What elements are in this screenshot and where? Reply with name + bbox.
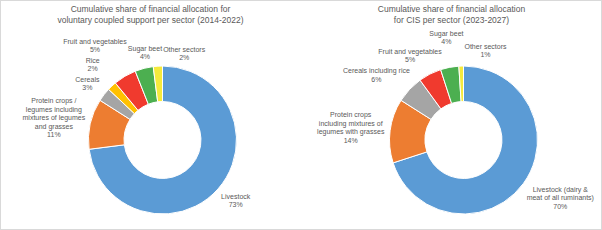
label-line: Cereals including rice (343, 67, 410, 75)
slice-label: Livestock (221, 193, 251, 200)
label-line: Livestock (221, 193, 251, 200)
chart-panel: Cumulative share of financial allocation… (23, 4, 251, 214)
title-line: voluntary coupled support per sector (20… (57, 15, 243, 25)
slice-value-label: 2% (88, 65, 98, 72)
data-labels: Livestock73% Protein crops /legumes inclu… (23, 38, 251, 208)
slice (89, 66, 236, 214)
data-labels: Livestock (dairy &meat of all ruminants)… (317, 30, 594, 210)
label-line: Other sectors (163, 46, 206, 53)
label-line: legumes including (26, 106, 82, 114)
label-line: Rice (86, 57, 100, 64)
chart-canvas: Cumulative share of financial allocation… (0, 0, 602, 230)
slice-value-label: 14% (344, 137, 358, 144)
slice-value-label: 5% (405, 56, 415, 63)
label-line: including mixtures of (319, 120, 383, 128)
label-line: mixtures of legumes (23, 114, 86, 122)
slices (89, 66, 237, 214)
slice-value-label: 4% (140, 53, 150, 60)
slice (459, 66, 464, 102)
slice-value-label: 73% (229, 201, 243, 208)
frame (1, 1, 602, 230)
slice-label: Protein cropsincluding mixtures oflegume… (317, 111, 385, 136)
slice-value-label: 5% (90, 46, 100, 53)
slice-value-label: 3% (82, 84, 92, 91)
chart-title: Cumulative share of financial allocation… (378, 4, 526, 25)
slice-label: Cereals including rice (343, 67, 410, 75)
slice-label: Other sectors (464, 43, 507, 50)
label-line: Livestock (dairy & (533, 186, 589, 194)
slice-label: Fruit and vegetables (63, 38, 127, 46)
chart-panel: Cumulative share of financial allocation… (317, 4, 594, 214)
slice-label: Fruit and vegetables (378, 48, 442, 56)
slice (441, 66, 461, 103)
title-line: Cumulative share of financial allocation (378, 4, 526, 14)
label-line: Fruit and vegetables (378, 48, 442, 56)
slices (390, 66, 538, 214)
slice-label: Rice (86, 57, 100, 64)
slice-label: Livestock (dairy &meat of all ruminants) (527, 186, 594, 203)
title-line: Cumulative share of financial allocation… (71, 4, 231, 14)
slice-label: Sugar beet (429, 30, 463, 38)
slice-label: Other sectors (163, 46, 206, 53)
slice-value-label: 4% (441, 38, 451, 45)
title-line: for CIS per sector (2023-2027) (394, 15, 509, 25)
slice-label: Protein crops /legumes includingmixtures… (23, 97, 86, 131)
label-line: Other sectors (464, 43, 507, 50)
slice (153, 66, 162, 102)
label-line: meat of all ruminants) (527, 194, 594, 202)
label-line: Protein crops (330, 111, 372, 119)
label-line: Sugar beet (128, 45, 162, 53)
slice-value-label: 11% (47, 131, 61, 138)
label-line: Fruit and vegetables (63, 38, 127, 46)
slice-value-label: 70% (553, 203, 567, 210)
slice-label: Cereals (75, 76, 100, 83)
chart-title: Cumulative share of financial allocation… (57, 4, 243, 25)
label-line: Sugar beet (429, 30, 463, 38)
slice-label: Sugar beet (128, 45, 162, 53)
slice-value-label: 6% (371, 76, 381, 83)
label-line: Protein crops / (31, 97, 76, 105)
slice-value-label: 2% (179, 54, 189, 61)
slice-value-label: 1% (480, 51, 490, 58)
label-line: legumes with grasses (317, 128, 385, 136)
label-line: Cereals (75, 76, 100, 83)
label-line: and grasses (35, 123, 74, 131)
